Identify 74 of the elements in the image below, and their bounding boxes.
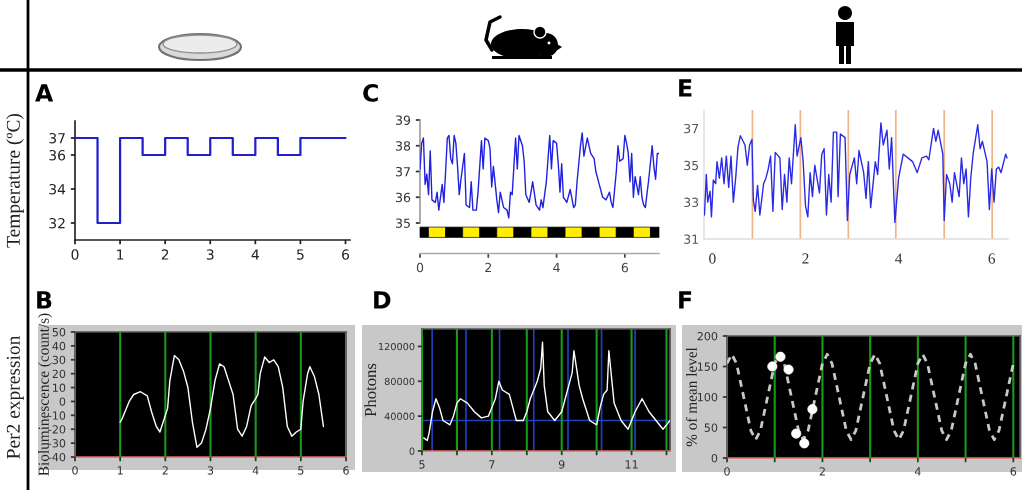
y-axis-title: Photons (364, 363, 377, 417)
chart-title: E (679, 79, 692, 97)
x-tick-label: 9 (558, 460, 565, 469)
x-tick-label: 5 (298, 466, 304, 475)
y-tick-label: 30 (52, 355, 66, 365)
y-tick-label: -40 (48, 452, 66, 462)
y-tick-label: 33 (684, 197, 699, 208)
x-tick-label: 4 (251, 249, 259, 260)
y-tick-label: 31 (684, 234, 698, 244)
x-tick-label: 0 (71, 249, 79, 260)
y-tick-label: 50 (52, 327, 66, 337)
x-tick-label: 2 (161, 249, 169, 260)
y-tick-label: 38 (396, 141, 411, 151)
line-series (704, 122, 1008, 224)
y-tick-label: 100 (697, 392, 718, 402)
x-tick-label: 5 (419, 460, 425, 469)
x-tick-label: 0 (72, 466, 78, 475)
y-tick-label: -30 (48, 439, 66, 448)
y-tick-label: 0 (59, 397, 66, 406)
x-tick-label: 1 (117, 249, 124, 260)
y-tick-label: 0 (409, 447, 415, 455)
chart-title: B (37, 291, 52, 309)
x-tick-label: 2 (802, 253, 809, 264)
x-tick-label: 3 (207, 466, 214, 475)
y-axis-title: % of mean level (685, 347, 697, 447)
x-tick-label: 2 (162, 466, 168, 475)
chart-title: F (679, 291, 692, 309)
x-tick-label: 0 (724, 467, 730, 476)
text: Per2 expression (6, 335, 24, 459)
x-tick-label: 6 (343, 466, 349, 475)
y-tick-label: 50 (704, 423, 718, 432)
chart-title: C (363, 83, 378, 102)
x-tick-label: 6 (621, 262, 629, 273)
y-tick-label: 36 (396, 192, 411, 203)
y-tick-label: 32 (49, 217, 65, 229)
y-tick-label: -20 (48, 425, 66, 434)
x-tick-label: 0 (416, 262, 424, 273)
y-tick-label: 80000 (384, 377, 415, 386)
x-tick-label: 2 (819, 467, 825, 476)
y-tick-label: 10 (53, 383, 66, 392)
y-tick-label: 120000 (379, 342, 415, 351)
line-series (420, 132, 659, 219)
y-tick-label: 37 (396, 166, 410, 177)
y-tick-label: 37 (684, 123, 699, 134)
x-tick-label: 11 (625, 460, 638, 469)
x-tick-label: 7 (489, 460, 495, 469)
y-tick-label: 200 (697, 331, 718, 341)
x-tick-label: 5 (297, 249, 304, 260)
y-tick-label: 34 (49, 183, 66, 195)
line-series (423, 341, 670, 442)
y-tick-label: 37 (49, 132, 65, 144)
y-tick-label: 20 (52, 369, 66, 379)
y-axis-title: Temperature (ºC) (6, 113, 24, 248)
y-tick-label: 40 (52, 341, 66, 351)
x-tick-label: 2 (485, 262, 492, 273)
x-tick-label: 1 (117, 466, 123, 475)
x-tick-label: 4 (895, 253, 903, 264)
x-tick-label: 6 (988, 253, 996, 264)
x-tick-label: 4 (553, 262, 560, 273)
y-tick-label: 150 (697, 362, 718, 371)
y-tick-label: 40000 (384, 412, 415, 420)
x-tick-label: 6 (342, 249, 350, 260)
chart-title: A (35, 84, 54, 102)
y-tick-label: -10 (48, 411, 66, 420)
y-tick-label: 36 (49, 149, 66, 161)
chart-title: D (374, 291, 391, 309)
y-tick-label: 35 (684, 160, 699, 171)
x-tick-label: 3 (206, 249, 214, 260)
y-tick-label: 35 (396, 218, 410, 228)
x-tick-label: 6 (1010, 467, 1017, 476)
x-tick-label: 4 (252, 466, 259, 475)
y-tick-label: 39 (396, 115, 411, 125)
x-tick-label: 4 (914, 467, 921, 476)
line-series (119, 354, 325, 448)
